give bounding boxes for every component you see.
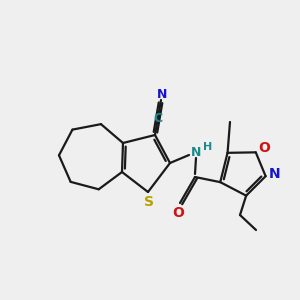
Text: N: N	[191, 146, 201, 158]
Text: N: N	[269, 167, 280, 181]
Text: N: N	[157, 88, 167, 101]
Text: O: O	[172, 206, 184, 220]
Text: C: C	[153, 112, 163, 124]
Text: S: S	[144, 195, 154, 209]
Text: H: H	[203, 142, 213, 152]
Text: O: O	[258, 141, 270, 155]
